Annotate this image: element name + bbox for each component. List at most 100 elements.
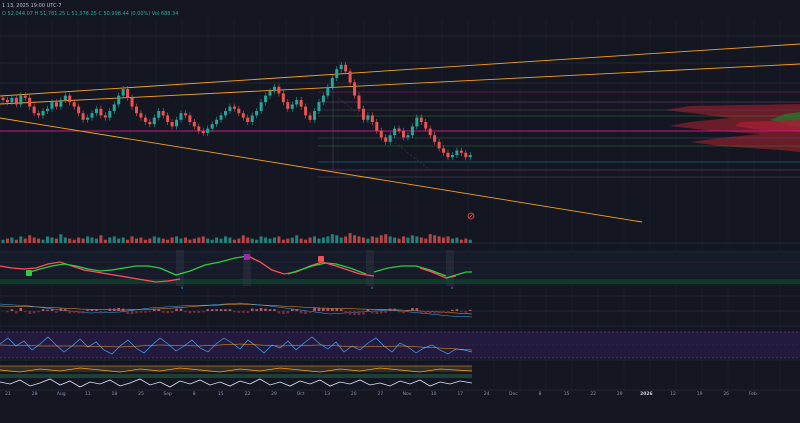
volume-bar (433, 235, 437, 243)
candle (157, 111, 161, 118)
volume-bar (143, 239, 147, 243)
time-axis-label: 25 (138, 392, 144, 397)
histogram-bar (139, 311, 143, 313)
volume-bar (250, 238, 254, 243)
histogram-bar (170, 311, 174, 313)
candle (370, 115, 374, 122)
candle (321, 95, 325, 103)
histogram-bar (23, 311, 27, 313)
histogram-bar (273, 309, 276, 311)
histogram-bar (371, 311, 374, 314)
candle (5, 100, 9, 103)
candle (94, 108, 98, 114)
candle (77, 106, 81, 114)
histogram-bar (233, 311, 236, 313)
candle (437, 141, 441, 149)
time-axis-label: 29 (271, 392, 277, 397)
histogram-bar (242, 311, 245, 313)
histogram-bar (50, 308, 54, 311)
buy-signal-marker (26, 270, 32, 276)
volume-bar (121, 237, 125, 243)
svg-text:v: v (181, 285, 184, 290)
candle (348, 71, 352, 83)
histogram-bar (259, 308, 263, 311)
volume-bar (410, 235, 414, 243)
candle (135, 106, 138, 114)
histogram-bar (153, 308, 156, 311)
time-axis-label: 8 (192, 392, 196, 397)
candle (215, 119, 219, 125)
time-axis-label: Dec (509, 392, 518, 397)
time-axis-label: 15 (217, 392, 224, 397)
candle (313, 111, 316, 120)
volume-bar (281, 239, 285, 243)
histogram-bar (95, 309, 98, 311)
histogram-bar (28, 311, 31, 314)
volume-bar (339, 237, 343, 243)
histogram-bar (179, 308, 183, 311)
candle (152, 117, 156, 125)
candle (170, 122, 174, 127)
volume-bar (170, 237, 174, 243)
candle (121, 89, 125, 96)
candle (428, 128, 432, 136)
candle (59, 100, 63, 107)
momentum-histogram (0, 302, 800, 318)
time-axis-label: 28 (31, 392, 38, 397)
histogram-bar (130, 311, 134, 314)
candle (459, 150, 463, 153)
volume-bar (210, 239, 214, 243)
volume-bar (103, 239, 107, 243)
volume-bar (259, 236, 263, 243)
histogram-bar (144, 311, 147, 313)
candle (259, 102, 263, 111)
histogram-bar (210, 309, 214, 311)
volume-bar (232, 239, 236, 243)
histogram-bar (393, 308, 396, 311)
sell-signal-marker-2 (318, 256, 324, 262)
histogram-bar (148, 311, 152, 313)
candle (81, 113, 85, 120)
volume-bar (14, 239, 18, 243)
time-axis-label: 17 (457, 392, 464, 397)
histogram-bar (32, 311, 36, 314)
candle (103, 115, 107, 118)
volume-bar (72, 239, 76, 243)
candle (410, 126, 414, 136)
candle (126, 89, 130, 98)
volume-bar (366, 238, 370, 243)
volume-bar (224, 236, 227, 243)
volume-bar (86, 236, 90, 243)
candle (188, 115, 192, 122)
histogram-bar (77, 311, 80, 314)
volume-bar (130, 236, 134, 243)
volume-bar (335, 235, 339, 243)
volume-bar (397, 238, 401, 243)
candle (330, 78, 334, 87)
histogram-bar (282, 311, 285, 314)
alert-marker[interactable] (467, 212, 475, 220)
histogram-bar (10, 309, 14, 311)
histogram-bar (339, 309, 343, 311)
histogram-bar (201, 311, 205, 313)
histogram-bar (308, 311, 312, 313)
histogram-bar (197, 311, 201, 313)
histogram-bar (388, 308, 392, 311)
time-axis-label: 10 (430, 392, 437, 397)
volume-bar (286, 238, 290, 243)
histogram-bar (215, 309, 218, 311)
volume-bar (81, 238, 85, 243)
candle (68, 95, 72, 103)
time-axis-label: Oct (296, 392, 305, 397)
volume-bar (464, 238, 468, 243)
volume-bar (419, 237, 423, 243)
histogram-bar (353, 311, 356, 316)
volume-bar (290, 237, 294, 243)
histogram-bar (424, 311, 428, 314)
candle (183, 113, 187, 116)
candle (117, 95, 121, 105)
histogram-bar (86, 309, 89, 311)
volume-bar (94, 238, 98, 243)
